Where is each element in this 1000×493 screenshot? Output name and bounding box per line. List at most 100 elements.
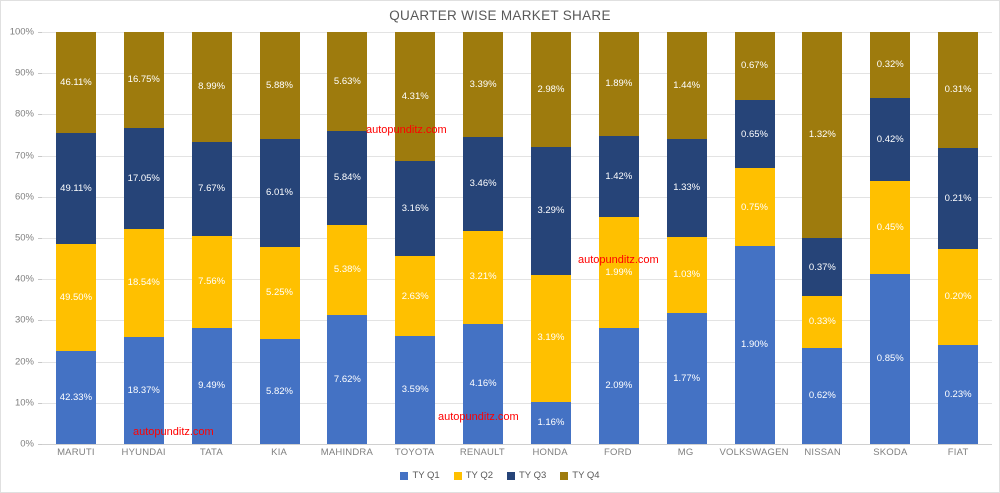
legend-item[interactable]: TY Q3 — [507, 470, 546, 481]
y-axis-tick-label: 90% — [14, 67, 34, 79]
bar-segment-label: 0.33% — [808, 316, 836, 328]
bar-segment[interactable]: 18.37% — [123, 336, 164, 444]
bar-segment[interactable]: 16.75% — [123, 32, 164, 129]
bar-segment[interactable]: 0.33% — [802, 296, 843, 348]
bar-segment[interactable]: 0.65% — [734, 100, 775, 169]
bar-segment[interactable]: 0.75% — [734, 168, 775, 247]
bar-segment[interactable]: 1.90% — [734, 246, 775, 444]
bar-stack[interactable]: 7.62% 5.38% 5.84% 5.63% — [327, 32, 368, 444]
bar-segment[interactable]: 7.67% — [191, 142, 232, 236]
x-axis-tick-label: HONDA — [532, 447, 568, 458]
bar-segment[interactable]: 2.09% — [598, 327, 639, 444]
bar-segment-label: 0.85% — [876, 353, 904, 365]
bar-segment[interactable]: 0.37% — [802, 238, 843, 297]
bar-segment[interactable]: 5.63% — [327, 32, 368, 131]
bar-stack[interactable]: 1.77% 1.03% 1.33% 1.44% — [666, 32, 707, 444]
y-axis-tick-mark — [38, 402, 42, 404]
bar-segment[interactable]: 5.88% — [259, 32, 300, 139]
bar-stack[interactable]: 42.33% 49.50% 49.11% 46.11% — [55, 32, 96, 444]
bar-stack[interactable]: 9.49% 7.56% 7.67% 8.99% — [191, 32, 232, 444]
bar-segment[interactable]: 1.32% — [802, 32, 843, 239]
bar-segment[interactable]: 5.82% — [259, 339, 300, 444]
bar-segment-label: 2.63% — [401, 290, 429, 302]
bar-segment-label: 2.09% — [605, 380, 633, 392]
bar-segment-label: 1.90% — [741, 339, 768, 351]
bar-segment[interactable]: 1.44% — [666, 32, 707, 139]
bar-segment[interactable]: 42.33% — [55, 351, 96, 444]
bar-segment-label: 3.16% — [401, 202, 429, 214]
bar-stack[interactable]: 0.23% 0.20% 0.21% 0.31% — [938, 32, 979, 444]
bar-segment[interactable]: 4.31% — [395, 32, 436, 161]
bar-segment[interactable]: 3.19% — [530, 274, 571, 402]
bar-segment[interactable]: 5.84% — [327, 130, 368, 225]
bar-segment[interactable]: 6.01% — [259, 138, 300, 247]
bar-segment[interactable]: 2.63% — [395, 256, 436, 337]
bar-stack[interactable]: 1.90% 0.75% 0.65% 0.67% — [734, 32, 775, 444]
bar-stack[interactable]: 18.37% 18.54% 17.05% 16.75% — [123, 32, 164, 444]
bar-stack[interactable]: 0.62% 0.33% 0.37% 1.32% — [802, 32, 843, 444]
bar-stack[interactable]: 0.85% 0.45% 0.42% 0.32% — [870, 32, 911, 444]
bar-segment[interactable]: 0.45% — [870, 181, 911, 274]
bar-stack[interactable]: 4.16% 3.21% 3.46% 3.39% — [463, 32, 504, 444]
bar-segment[interactable]: 8.99% — [191, 32, 232, 143]
y-axis-tick-label: 40% — [14, 273, 34, 285]
bar-segment-label: 16.75% — [127, 74, 160, 86]
chart-legend: TY Q1 TY Q2 TY Q3 TY Q4 — [0, 470, 1000, 481]
bar-segment[interactable]: 1.03% — [666, 236, 707, 314]
bar-segment-label: 6.01% — [266, 186, 293, 198]
y-axis-tick-mark — [38, 196, 42, 198]
bar-segment[interactable]: 49.11% — [55, 133, 96, 245]
bar-segment[interactable]: 18.54% — [123, 228, 164, 337]
bar-segment[interactable]: 1.42% — [598, 135, 639, 218]
bar-segment[interactable]: 7.62% — [327, 315, 368, 444]
bar-segment[interactable]: 0.23% — [938, 345, 979, 444]
bar-group: 7.62% 5.38% 5.84% 5.63% — [313, 32, 381, 444]
bar-segment[interactable]: 1.77% — [666, 313, 707, 444]
bar-stack[interactable]: 5.82% 5.25% 6.01% 5.88% — [259, 32, 300, 444]
bar-segment[interactable]: 3.46% — [463, 136, 504, 231]
bar-group: 0.23% 0.20% 0.21% 0.31% — [924, 32, 992, 444]
y-axis-tick-mark — [38, 73, 42, 75]
bar-stack[interactable]: 2.09% 1.99% 1.42% 1.89% — [598, 32, 639, 444]
bar-segment[interactable]: 5.25% — [259, 246, 300, 340]
bar-segment-label: 8.99% — [198, 81, 226, 93]
bar-stack[interactable]: 3.59% 2.63% 3.16% 4.31% — [395, 32, 436, 444]
bar-segment[interactable]: 17.05% — [123, 128, 164, 229]
bar-segment[interactable]: 9.49% — [191, 327, 232, 444]
bar-segment[interactable]: 0.67% — [734, 32, 775, 101]
bar-segment[interactable]: 3.16% — [395, 160, 436, 257]
bar-segment-label: 7.67% — [198, 183, 226, 195]
legend-label: TY Q2 — [465, 470, 493, 481]
legend-item[interactable]: TY Q2 — [453, 470, 493, 481]
bar-segment[interactable]: 0.85% — [870, 273, 911, 444]
bar-segment[interactable]: 1.99% — [598, 217, 639, 328]
bar-segment[interactable]: 1.33% — [666, 138, 707, 237]
y-axis-tick-label: 20% — [14, 356, 34, 368]
bar-segment[interactable]: 0.42% — [870, 97, 911, 182]
bar-segment[interactable]: 0.21% — [938, 148, 979, 250]
bar-segment[interactable]: 0.20% — [938, 249, 979, 346]
bar-segment[interactable]: 1.89% — [598, 32, 639, 136]
bar-segment-label: 1.33% — [673, 182, 701, 193]
legend-item[interactable]: TY Q1 — [400, 470, 440, 481]
bar-segment-label: 42.33% — [59, 391, 93, 403]
legend-swatch-icon — [453, 471, 462, 480]
bar-segment[interactable]: 3.21% — [463, 230, 504, 324]
bar-segment[interactable]: 2.98% — [530, 32, 571, 147]
bar-segment[interactable]: 5.38% — [327, 224, 368, 316]
legend-item[interactable]: TY Q4 — [560, 470, 600, 481]
bar-segment[interactable]: 3.59% — [395, 336, 436, 444]
bar-segment[interactable]: 4.16% — [463, 323, 504, 444]
bar-segment[interactable]: 0.31% — [938, 32, 979, 149]
bar-segment[interactable]: 1.16% — [530, 401, 571, 444]
bar-segment[interactable]: 0.32% — [870, 32, 911, 98]
bar-segment-label: 3.46% — [469, 177, 497, 189]
bar-segment[interactable]: 3.29% — [530, 146, 571, 275]
bar-stack[interactable]: 1.16% 3.19% 3.29% 2.98% — [530, 32, 571, 444]
bar-segment[interactable]: 7.56% — [191, 235, 232, 328]
bar-segment[interactable]: 49.50% — [55, 244, 96, 352]
bar-segment-label: 0.42% — [876, 133, 904, 145]
bar-segment[interactable]: 3.39% — [463, 32, 504, 137]
bar-segment[interactable]: 46.11% — [55, 32, 96, 134]
bar-segment[interactable]: 0.62% — [802, 347, 843, 444]
